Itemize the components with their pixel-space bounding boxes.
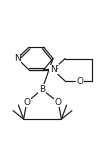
Text: O: O [55, 98, 62, 107]
Text: N: N [50, 65, 56, 74]
Text: O: O [23, 98, 30, 107]
Text: F: F [53, 65, 58, 74]
Text: O: O [76, 77, 83, 86]
Text: B: B [39, 85, 45, 94]
Text: N: N [14, 54, 21, 63]
